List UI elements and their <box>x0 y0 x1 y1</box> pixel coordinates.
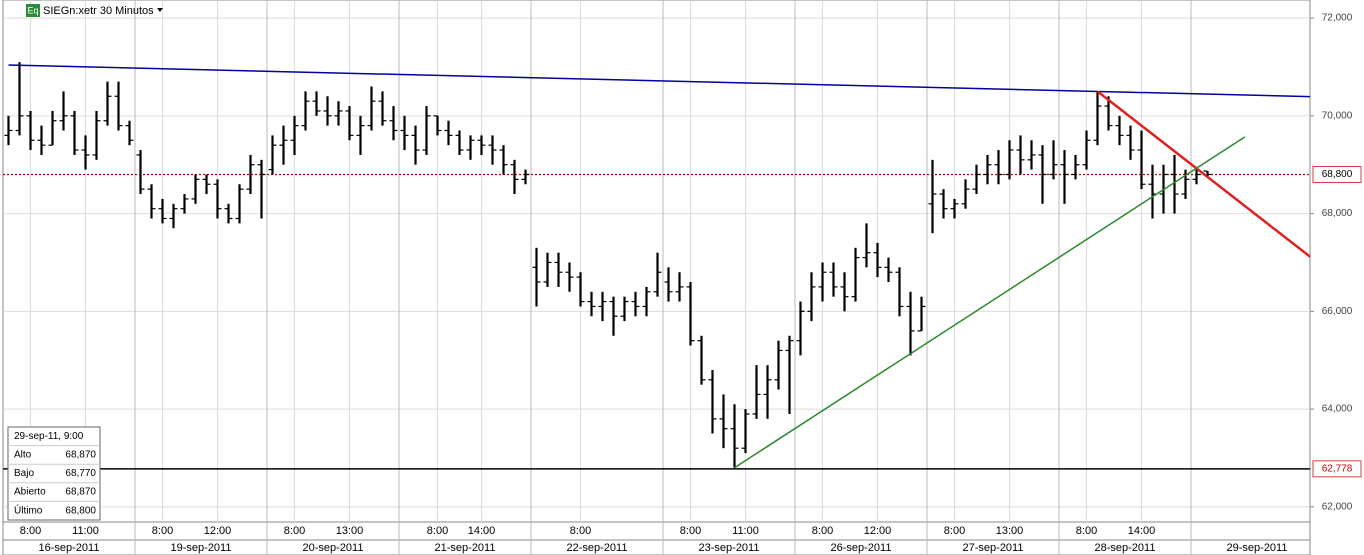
info-label: Último <box>14 503 43 516</box>
info-label: Bajo <box>14 468 34 479</box>
trendline <box>734 136 1246 469</box>
marks <box>3 62 1310 470</box>
badge-box <box>26 4 40 17</box>
info-value: 68,870 <box>65 487 96 498</box>
axes: 62,000 64,000 66,000 68,000 70,000 72,000 16-s… <box>20 13 1362 554</box>
dropdown-arrow[interactable] <box>157 8 163 12</box>
y-tick-label: 64,000 <box>1322 404 1353 415</box>
date-axis <box>2 539 1311 555</box>
time-label: 8:00 <box>570 525 591 537</box>
info-label: Abierto <box>14 487 46 498</box>
price-tag-label: 62,778 <box>1322 463 1353 474</box>
time-label: 14:00 <box>468 525 496 537</box>
date-label: 20-sep-2011 <box>303 542 364 554</box>
time-label: 8:00 <box>20 525 41 537</box>
date-label: 21-sep-2011 <box>435 542 496 554</box>
time-label: 8:00 <box>944 525 965 537</box>
time-label: 8:00 <box>284 525 305 537</box>
price-tag-label: 68,800 <box>1322 169 1353 180</box>
info-box: 29-sep-11, 9:00 Alto 68,870 Bajo 68,770 Abier… <box>7 426 101 521</box>
info-value: 68,870 <box>65 450 96 461</box>
time-label: 14:00 <box>1128 525 1156 537</box>
time-label: 8:00 <box>812 525 833 537</box>
date-label: 23-sep-2011 <box>699 542 760 554</box>
chart-title: SIEGn:xetr 30 Minutos <box>43 5 154 17</box>
date-label: 29-sep-2011 <box>1227 542 1288 554</box>
date-label: 28-sep-2011 <box>1095 542 1156 554</box>
badge: Eq <box>27 5 38 15</box>
time-label: 13:00 <box>336 525 364 537</box>
time-label: 8:00 <box>427 525 448 537</box>
y-tick-label: 70,000 <box>1322 110 1353 121</box>
time-label: 12:00 <box>204 525 232 537</box>
info-value: 68,770 <box>65 468 96 479</box>
date-label: 19-sep-2011 <box>171 542 232 554</box>
y-tick-label: 66,000 <box>1322 306 1353 317</box>
info-frame <box>7 426 101 521</box>
info-label: Alto <box>14 450 32 461</box>
time-label: 8:00 <box>1076 525 1097 537</box>
price-tag <box>1312 460 1362 478</box>
time-label: 8:00 <box>680 525 701 537</box>
time-label: 12:00 <box>864 525 892 537</box>
price-tag <box>1312 165 1362 183</box>
date-label: 22-sep-2011 <box>567 542 628 554</box>
trendline <box>1096 90 1310 259</box>
info-value: 68,800 <box>65 505 96 516</box>
info-date: 29-sep-11, 9:00 <box>14 431 84 442</box>
date-label: 16-sep-2011 <box>39 542 100 554</box>
time-label: 13:00 <box>996 525 1024 537</box>
time-label: 11:00 <box>732 525 759 537</box>
time-label: 8:00 <box>152 525 173 537</box>
y-tick-label: 68,000 <box>1322 208 1353 219</box>
date-label: 26-sep-2011 <box>831 542 892 554</box>
time-label: 11:00 <box>72 525 99 537</box>
y-tick-label: 62,000 <box>1322 501 1353 512</box>
time-axis <box>2 521 1311 541</box>
date-label: 27-sep-2011 <box>963 542 1024 554</box>
y-tick-label: 72,000 <box>1322 13 1353 24</box>
